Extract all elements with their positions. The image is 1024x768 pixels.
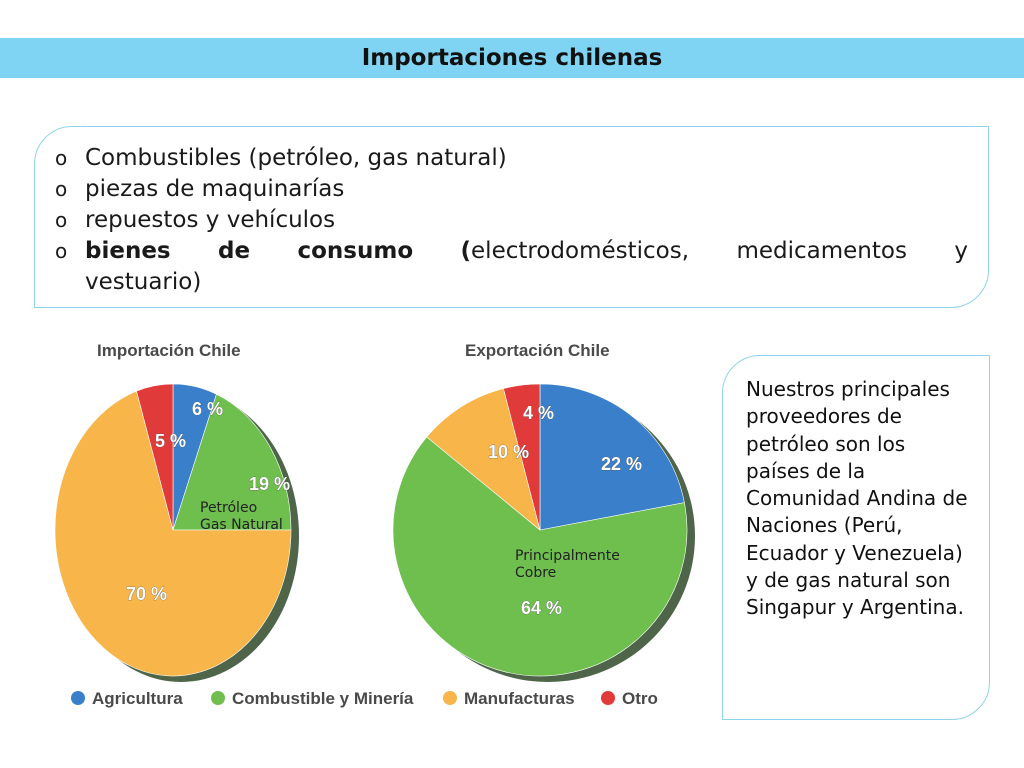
bullet-word: medicamentos (736, 238, 907, 264)
chart-title: Importación Chile (97, 341, 241, 360)
chart-annotation: Cobre (515, 565, 556, 581)
bullet-text: repuestos y vehículos (85, 207, 336, 233)
data-label: 6 % (192, 399, 223, 419)
pie-slice-otro (503, 383, 541, 531)
legend-swatch (443, 691, 457, 705)
legend-label: Otro (622, 689, 658, 708)
bullet-box: o Combustibles (petróleo, gas natural) o… (34, 126, 989, 308)
pie-slice-agricultura (539, 383, 685, 531)
side-note-box: Nuestros principales proveedores de petr… (722, 355, 990, 720)
data-label: 5 % (155, 431, 186, 451)
bullet-item: o repuestos y vehículos (55, 205, 968, 236)
pie-slice-combustible-y-miner-a (172, 393, 292, 531)
bullet-line: bienes de consumo (electrodomésticos, me… (85, 236, 968, 267)
legend-swatch (601, 691, 615, 705)
bullet-bold-word: consumo (297, 238, 414, 264)
data-label: 70 % (126, 584, 167, 604)
page-title: Importaciones chilenas (361, 45, 663, 71)
side-note-text: Nuestros principales proveedores de petr… (746, 377, 968, 620)
legend-swatch (71, 691, 85, 705)
bullet-text: piezas de maquinarías (85, 176, 345, 202)
bullet-list: o Combustibles (petróleo, gas natural) o… (55, 143, 968, 298)
data-label: 10 % (488, 442, 529, 462)
chart-annotation: Petróleo (200, 500, 257, 516)
bullet-bold-word: bienes (85, 238, 171, 264)
bullet-item: o bienes de consumo (electrodomésticos, … (55, 236, 968, 298)
legend-label: Manufacturas (464, 689, 575, 708)
bullet-marker: o (55, 177, 68, 201)
bullet-marker: o (55, 146, 68, 170)
bullet-line: vestuario) (85, 269, 202, 295)
bullet-item: o Combustibles (petróleo, gas natural) (55, 143, 968, 174)
pie-slice-otro (136, 383, 174, 531)
pie-charts-svg: Importación Chile 6 % 19 % 70 % 5 % PetróleoG… (54, 341, 695, 708)
bullet-word: y (954, 238, 968, 264)
chart-title: Exportación Chile (465, 341, 610, 360)
bullet-marker: o (55, 208, 68, 232)
bullet-bold-word: de (218, 238, 251, 264)
bullet-item: o piezas de maquinarías (55, 174, 968, 205)
pie-slice-combustible-y-miner-a (392, 436, 688, 677)
pie-slice-manufacturas (426, 388, 541, 531)
chart-annotation: Gas Natural (200, 517, 283, 533)
data-label: 19 % (249, 474, 290, 494)
legend-label: Agricultura (92, 689, 183, 708)
bullet-marker: o (55, 239, 68, 263)
chart-annotation: Principalmente (515, 548, 620, 564)
data-label: 64 % (521, 598, 562, 618)
bullet-text: Combustibles (petróleo, gas natural) (85, 145, 507, 171)
data-label: 22 % (601, 454, 642, 474)
bullet-word-group: (electrodomésticos, (461, 236, 690, 267)
title-bar: Importaciones chilenas (0, 38, 1024, 78)
bullet-word: electrodomésticos, (471, 238, 690, 264)
bullet-bold-paren: ( (460, 238, 472, 264)
legend-swatch (211, 691, 225, 705)
pie-charts: Importación Chile 6 % 19 % 70 % 5 % Petróleo G… (40, 330, 720, 730)
data-label: 4 % (523, 403, 554, 423)
pie-slice-manufacturas (54, 390, 292, 677)
legend-label: Combustible y Minería (232, 689, 414, 708)
